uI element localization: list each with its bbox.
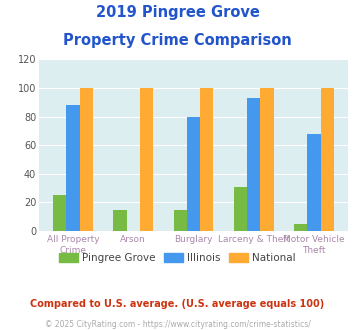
Bar [247, 98, 260, 231]
Bar [80, 88, 93, 231]
Legend: Pingree Grove, Illinois, National: Pingree Grove, Illinois, National [55, 248, 300, 267]
Bar [234, 187, 247, 231]
Bar [307, 134, 321, 231]
Bar [294, 224, 307, 231]
Bar [321, 88, 334, 231]
Bar [140, 88, 153, 231]
Text: © 2025 CityRating.com - https://www.cityrating.com/crime-statistics/: © 2025 CityRating.com - https://www.city… [45, 320, 310, 329]
Text: Compared to U.S. average. (U.S. average equals 100): Compared to U.S. average. (U.S. average … [31, 299, 324, 309]
Bar [200, 88, 213, 231]
Bar [260, 88, 274, 231]
Bar [187, 116, 200, 231]
Bar [53, 195, 66, 231]
Bar [174, 210, 187, 231]
Text: Property Crime Comparison: Property Crime Comparison [63, 33, 292, 48]
Bar [113, 210, 127, 231]
Bar [66, 105, 80, 231]
Text: 2019 Pingree Grove: 2019 Pingree Grove [95, 5, 260, 20]
